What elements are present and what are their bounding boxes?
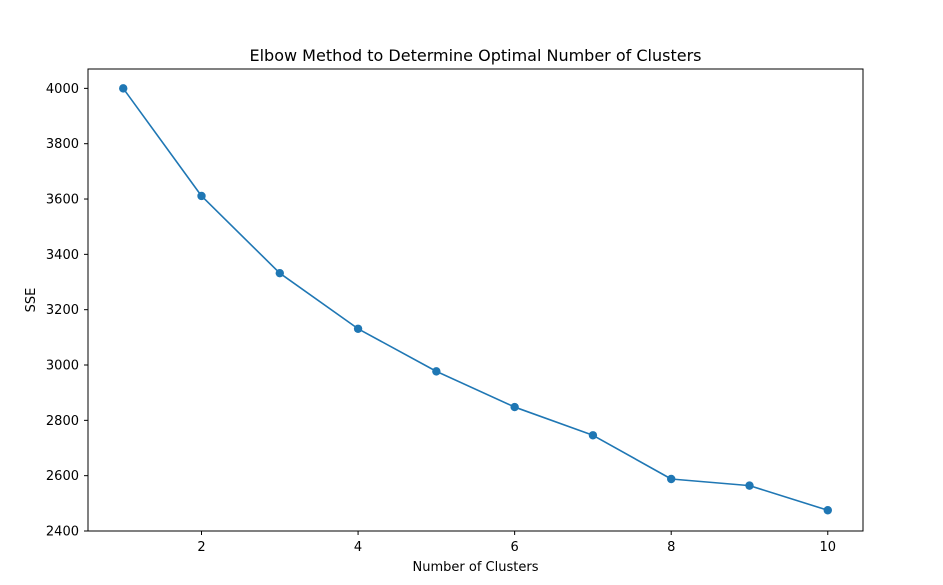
y-tick-label: 2400 bbox=[46, 525, 79, 540]
y-tick-label: 3200 bbox=[46, 303, 79, 318]
x-axis-title: Number of Clusters bbox=[413, 560, 539, 575]
y-tick-label: 2800 bbox=[46, 414, 79, 429]
data-point bbox=[119, 84, 128, 93]
data-point bbox=[823, 506, 832, 515]
y-tick-label: 3600 bbox=[46, 193, 79, 208]
plot-area bbox=[119, 84, 832, 515]
x-tick-label: 2 bbox=[197, 540, 205, 555]
data-point bbox=[353, 324, 363, 333]
series-line bbox=[122, 87, 829, 512]
data-point bbox=[588, 431, 598, 440]
data-point bbox=[667, 474, 676, 484]
data-point bbox=[510, 402, 519, 412]
y-tick-label: 3000 bbox=[46, 359, 79, 374]
x-tick-label: 8 bbox=[667, 540, 675, 555]
x-tick-label: 4 bbox=[354, 540, 362, 555]
data-point bbox=[275, 268, 284, 278]
chart-title: Elbow Method to Determine Optimal Number… bbox=[250, 46, 702, 65]
y-tick-label: 2600 bbox=[46, 469, 79, 484]
data-point bbox=[197, 191, 206, 201]
x-tick-label: 10 bbox=[819, 540, 836, 555]
plot-frame bbox=[87, 68, 864, 532]
y-tick-label: 3400 bbox=[46, 248, 79, 263]
y-tick-label: 4000 bbox=[46, 82, 79, 97]
y-axis-title: SSE bbox=[24, 288, 39, 313]
y-axis: 2400 2600 2800 3000 3200 3400 3600 3800 4000 bbox=[46, 82, 88, 540]
data-point bbox=[432, 367, 441, 376]
x-tick-label: 6 bbox=[511, 540, 519, 555]
y-tick-label: 3800 bbox=[46, 137, 79, 152]
x-axis: 2 4 6 8 10 bbox=[197, 531, 836, 555]
data-point bbox=[745, 481, 754, 490]
